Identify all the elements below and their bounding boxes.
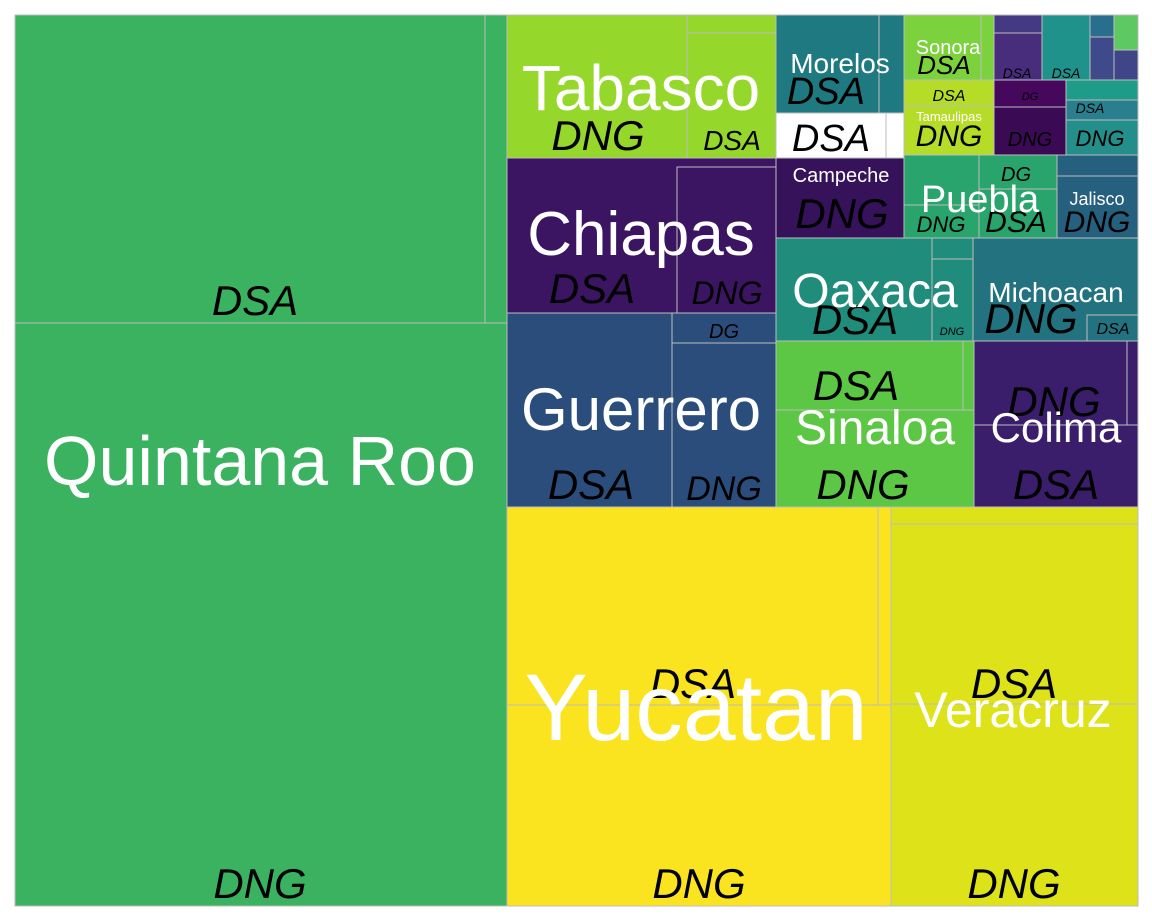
treemap-state-label-chiapas: Chiapas xyxy=(527,200,754,269)
treemap-tile-minor xyxy=(1089,36,1115,81)
treemap-category-label: DG xyxy=(709,321,739,343)
treemap-minor-label: DSA xyxy=(1003,65,1032,81)
treemap-tile-minor xyxy=(993,32,1043,81)
treemap-subtile-campeche xyxy=(885,112,905,159)
treemap-category-label: DSA xyxy=(933,88,966,105)
treemap-state-label-sonora: Sonora xyxy=(916,37,981,59)
treemap-category-label: DNG xyxy=(652,860,745,907)
treemap-category-label: DNG xyxy=(816,461,909,508)
treemap-category-label: DSA xyxy=(792,118,870,160)
treemap-category-label: DSA xyxy=(971,660,1057,707)
treemap-category-label: DNG xyxy=(916,120,983,153)
treemap-minor-label: DNG xyxy=(1008,129,1052,151)
treemap-tile-morelos xyxy=(775,14,906,114)
treemap-category-label: DSA xyxy=(917,50,970,80)
treemap-tile-sinaloa xyxy=(775,340,975,508)
treemap-category-label: DSA xyxy=(787,71,865,113)
treemap-frame xyxy=(14,14,1139,907)
treemap-category-label: DNG xyxy=(213,860,306,907)
treemap-state-label-veracruz: Veracruz xyxy=(914,682,1111,738)
treemap-category-label: DSA xyxy=(212,277,298,324)
treemap-category-label: DNG xyxy=(917,212,966,237)
treemap-category-label: DSA xyxy=(548,461,634,508)
treemap-state-label-tabasco: Tabasco xyxy=(522,52,760,124)
treemap-minor-label: DSA xyxy=(1052,65,1081,81)
treemap-category-label: DNG xyxy=(940,326,965,338)
treemap-tile-sonora xyxy=(903,14,995,81)
treemap-category-label: DSA xyxy=(650,660,736,707)
treemap-category-label: DSA xyxy=(703,125,761,156)
treemap-state-label-puebla: Puebla xyxy=(921,179,1040,221)
treemap-state-label-yucatan: Yucatan xyxy=(524,655,867,761)
treemap-state-label-tamaulipas: Tamaulipas xyxy=(916,109,982,124)
treemap-tile-minor xyxy=(1041,14,1091,81)
treemap-tile-quintana-roo xyxy=(14,14,508,907)
treemap-state-label-jalisco: Jalisco xyxy=(1069,189,1124,209)
treemap-tile-tabasco xyxy=(506,14,777,159)
treemap-category-label: DNG xyxy=(967,860,1060,907)
treemap-minor-label: DSA xyxy=(1076,100,1105,116)
treemap-minor-label: DNG xyxy=(1076,126,1125,151)
treemap-tile-minor xyxy=(1113,14,1139,51)
treemap-tile-yucatan xyxy=(506,506,892,907)
treemap-state-label-oaxaca: Oaxaca xyxy=(792,265,958,318)
treemap-category-label: DNG xyxy=(984,295,1077,342)
treemap-category-label: DNG xyxy=(551,112,644,159)
treemap-tile-colima xyxy=(973,340,1139,508)
treemap-state-label-sinaloa: Sinaloa xyxy=(795,402,955,455)
treemap-tile-minor xyxy=(993,14,1043,34)
treemap-category-label: DSA xyxy=(549,265,635,312)
treemap-category-label: DNG xyxy=(1007,378,1100,425)
treemap-category-label: DNG xyxy=(691,275,762,311)
treemap-tile-jalisco xyxy=(1056,154,1139,239)
treemap-category-label: DSA xyxy=(1013,461,1099,508)
treemap-state-label-morelos: Morelos xyxy=(790,48,890,79)
treemap-tile-campeche xyxy=(775,157,905,239)
treemap-minor-label: DG xyxy=(1022,91,1039,103)
treemap-category-label: DNG xyxy=(686,470,762,508)
treemap-category-label: DG xyxy=(1001,164,1031,186)
treemap-tile-chiapas xyxy=(506,157,777,314)
treemap-tile-veracruz xyxy=(890,506,1139,907)
treemap-tile-minor xyxy=(1113,49,1139,81)
treemap-category-label: DSA xyxy=(812,296,898,343)
treemap-tile-oaxaca xyxy=(775,237,974,342)
treemap-state-label-colima: Colima xyxy=(991,404,1122,451)
treemap-category-label: DNG xyxy=(1064,206,1131,239)
treemap-state-label-guerrero: Guerrero xyxy=(521,376,761,443)
treemap-tile-michoacan xyxy=(972,237,1139,342)
treemap-tile-minor xyxy=(1089,14,1115,38)
treemap-state-label-quintana-roo: Quintana Roo xyxy=(44,422,476,500)
treemap-tile-guerrero xyxy=(506,312,777,508)
treemap-state-label-michoacan: Michoacan xyxy=(988,277,1123,308)
treemap-category-label: DSA xyxy=(985,206,1047,239)
treemap-category-label: DSA xyxy=(1097,321,1130,338)
treemap-state-label-campeche: Campeche xyxy=(793,165,890,187)
treemap-category-label: DNG xyxy=(795,190,888,237)
treemap-tile-minor xyxy=(1065,79,1139,101)
treemap-category-label: DSA xyxy=(813,362,899,409)
treemap-subtile-tamaulipas xyxy=(903,105,995,156)
